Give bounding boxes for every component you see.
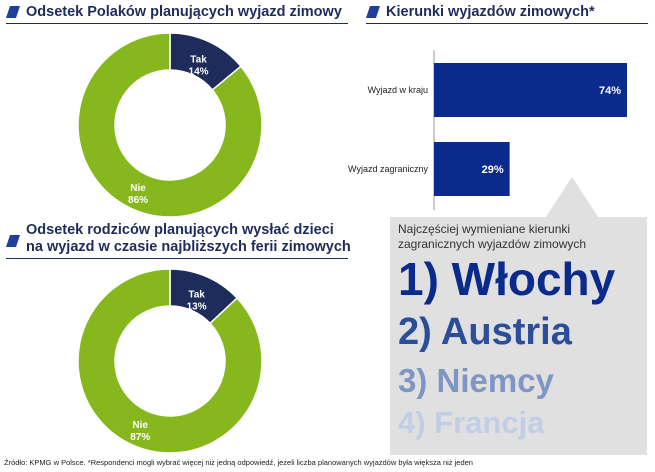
- source-note: Źródło: KPMG w Polsce. *Respondenci mogl…: [4, 458, 473, 467]
- donut2-value-tak: 13%: [187, 302, 207, 313]
- donut1-slice-nie: [77, 32, 263, 218]
- header-marker-icon: [6, 235, 20, 247]
- chart3-title-line1: Odsetek rodziców planujących wysłać dzie…: [26, 222, 334, 238]
- bar-category-label-2: Wyjazd zagraniczny: [348, 164, 428, 174]
- ranking-item-2: 2) Austria: [398, 311, 572, 353]
- donut1-label-nie: Nie: [130, 183, 146, 194]
- bar-1: [434, 63, 627, 117]
- donut2-label-tak: Tak: [188, 290, 205, 301]
- ranking-item-4: 4) Francja: [398, 405, 545, 440]
- ranking-item-1: 1) Włochy: [398, 253, 616, 305]
- header-marker-icon: [6, 6, 20, 18]
- header-marker-icon: [366, 6, 380, 18]
- chart2-title-rule: [366, 23, 648, 24]
- chart3-title-rule: [6, 258, 348, 259]
- bar-chart-directions: Wyjazd w kraju 74% Wyjazd zagraniczny 29%: [348, 50, 627, 210]
- chart3-title-line2: na wyjazd w czasie najbliższych ferii zi…: [26, 239, 351, 255]
- bar-2: [434, 142, 510, 196]
- ranking-item-3: 3) Niemcy: [398, 362, 554, 399]
- bar-value-label-1: 74%: [599, 85, 621, 97]
- donut2-slice-nie: [77, 268, 263, 454]
- bar-value-label-2: 29%: [482, 164, 504, 176]
- chart1-title-text: Odsetek Polaków planujących wyjazd zimow…: [26, 4, 342, 20]
- donut1-label-tak: Tak: [190, 54, 207, 65]
- donut1-value-nie: 86%: [128, 195, 148, 206]
- chart1-title-rule: [6, 23, 348, 24]
- donut2-label-nie: Nie: [132, 420, 148, 431]
- donut1-value-tak: 14%: [189, 66, 209, 77]
- ranking-caption: Najczęściej wymieniane kierunki zagranic…: [398, 222, 587, 251]
- bar-category-label-1: Wyjazd w kraju: [368, 85, 428, 95]
- ranking-panel: [390, 177, 647, 455]
- chart2-title-text: Kierunki wyjazdów zimowych*: [386, 4, 595, 20]
- donut2-value-nie: 87%: [130, 432, 150, 443]
